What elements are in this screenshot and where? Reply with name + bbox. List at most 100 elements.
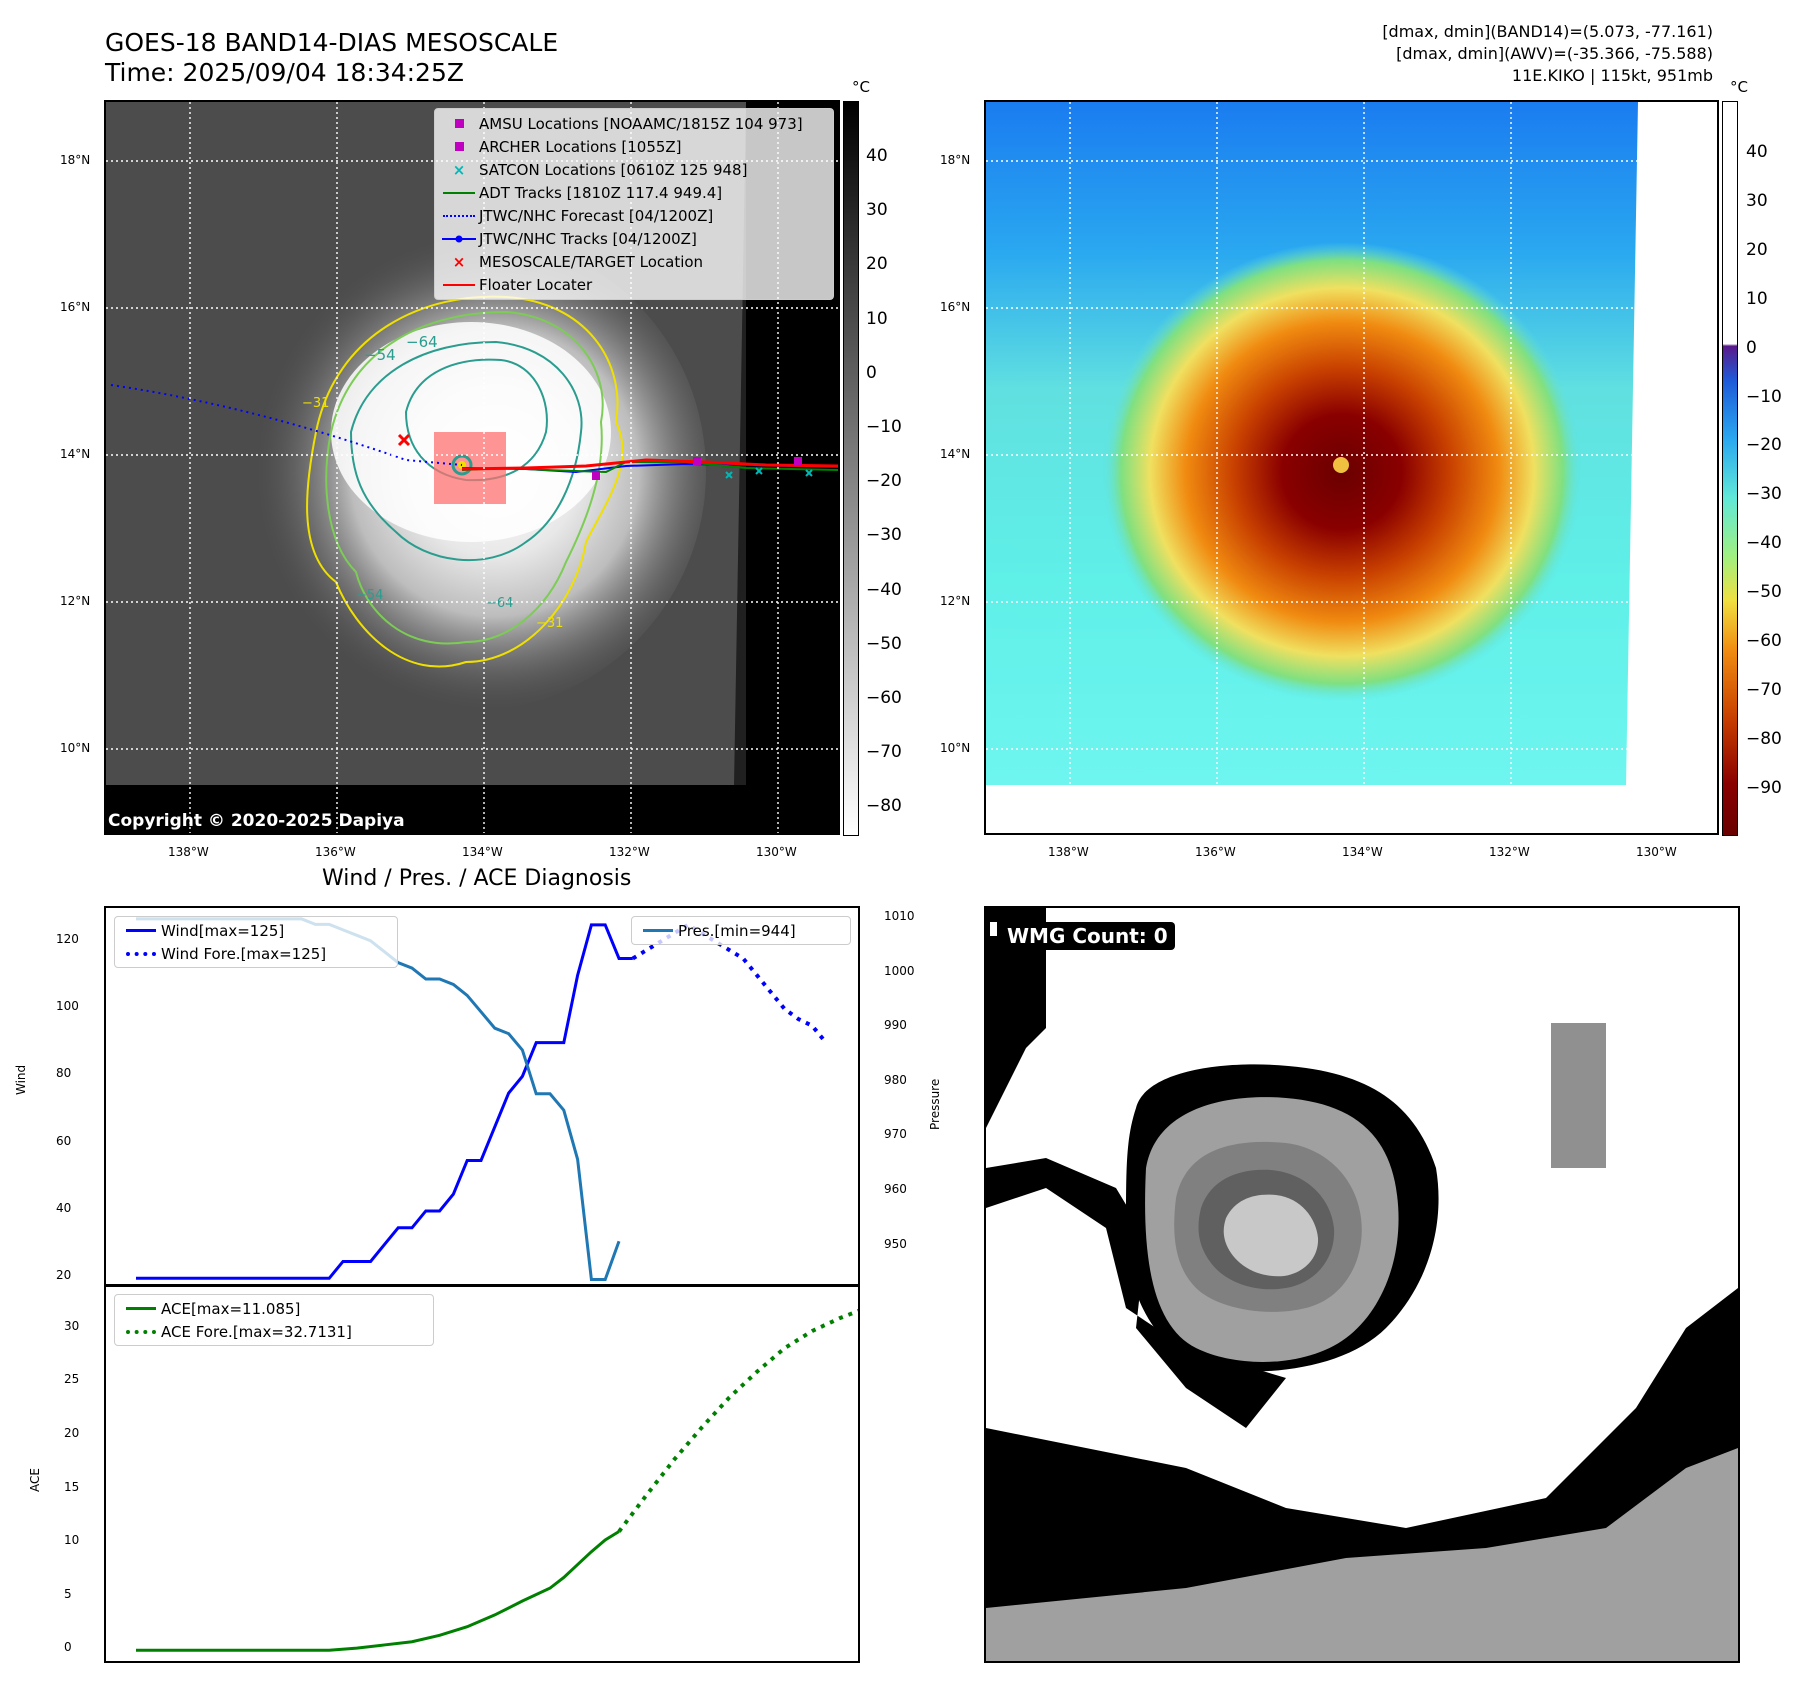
forecast-track [110, 384, 463, 466]
wind-axis-label: Wind [14, 1064, 28, 1095]
ir-colorbar-tick: 10 [866, 308, 888, 329]
dmax-awv: [dmax, dmin](AWV)=(-35.366, -75.588) [1396, 44, 1713, 63]
awv-lon-tick: 136°W [1195, 845, 1236, 859]
awv-colorbar-tick: −50 [1746, 582, 1782, 603]
legend-tracks: JTWC/NHC Tracks [04/1200Z] [479, 229, 697, 248]
awv-lon-tick: 138°W [1048, 845, 1089, 859]
awv-colorbar-tick: 40 [1746, 142, 1768, 162]
awv-lat-tick: 14°N [940, 447, 971, 461]
ir-lat-tick: 16°N [60, 300, 91, 314]
legend-target: MESOSCALE/TARGET Location [479, 252, 704, 271]
awv-colorbar-unit: °C [1730, 78, 1748, 96]
awv-colorbar-tick: 30 [1746, 190, 1768, 211]
legend-amsu: AMSU Locations [NOAAMC/1815Z 104 973] [479, 114, 803, 133]
awv-map-canvas [986, 102, 1717, 833]
ir-lon-tick: 136°W [315, 845, 356, 859]
ir-colorbar-tick: 40 [866, 146, 888, 166]
awv-lat-tick: 10°N [940, 741, 971, 755]
ace-legend: ACE[max=11.085] ACE Fore.[max=32.7131] [114, 1294, 434, 1346]
awv-map-panel [984, 100, 1719, 835]
legend-ace-fore: ACE Fore.[max=32.7131] [161, 1322, 352, 1341]
ace-axis-tick: 10 [64, 1533, 80, 1548]
ir-legend: AMSU Locations [NOAAMC/1815Z 104 973] AR… [434, 108, 834, 300]
ir-lon-tick: 138°W [168, 845, 209, 859]
ir-lon-tick: 130°W [756, 845, 797, 859]
awv-lon-tick: 134°W [1342, 845, 1383, 859]
ir-colorbar-tick: −40 [866, 579, 902, 600]
pressure-axis-tick: 1010 [884, 908, 915, 923]
contour-label: −64 [486, 596, 513, 611]
ir-colorbar-tick: 20 [866, 254, 888, 275]
awv-colorbar-tick: −90 [1746, 777, 1782, 798]
ir-lat-tick: 14°N [60, 447, 91, 461]
ir-colorbar-tick: 30 [866, 200, 888, 221]
ir-map-panel: −54 −64 −31 −31 −54 −64 Copyright © 2020… [104, 100, 840, 835]
awv-colorbar-tick: −80 [1746, 728, 1782, 749]
ir-lat-tick: 10°N [60, 741, 91, 755]
awv-gridlines [986, 102, 1717, 833]
copyright-text: Copyright © 2020-2025 Dapiya [108, 811, 405, 831]
contour-label: −64 [406, 333, 438, 351]
ir-colorbar-tick: −30 [866, 525, 902, 546]
ace-axis-tick: 20 [64, 1426, 80, 1440]
ir-colorbar-tick: −20 [866, 471, 902, 492]
ir-colorbar-tick: −60 [866, 688, 902, 708]
dmax-band14: [dmax, dmin](BAND14)=(5.073, -77.161) [1382, 22, 1713, 41]
awv-colorbar-tick: −60 [1746, 631, 1782, 651]
awv-colorbar-tick: −30 [1746, 484, 1782, 505]
ir-lat-tick: 12°N [60, 594, 91, 608]
legend-ace: ACE[max=11.085] [161, 1299, 301, 1318]
awv-colorbar-tick: 10 [1746, 288, 1768, 309]
pressure-axis-tick: 950 [884, 1236, 907, 1251]
contour-label: −54 [356, 588, 383, 603]
contour-label: −31 [536, 616, 563, 631]
pressure-axis-tick: 1000 [884, 963, 915, 978]
main-title: GOES-18 BAND14-DIAS MESOSCALE [105, 28, 559, 57]
awv-lon-tick: 132°W [1489, 845, 1530, 859]
wind-axis-tick: 20 [56, 1268, 72, 1283]
ir-lon-tick: 132°W [609, 845, 650, 859]
pressure-axis-label: Pressure [928, 1078, 942, 1130]
series-line-ACE[max=11.085] [136, 1530, 620, 1652]
awv-lat-tick: 16°N [940, 300, 971, 314]
ace-axis-tick: 30 [64, 1318, 80, 1333]
awv-lat-tick: 12°N [940, 594, 971, 608]
ace-plot [136, 1308, 858, 1652]
floater-track [461, 458, 838, 471]
pressure-legend: Pres.[min=944] [631, 916, 851, 945]
legend-forecast: JTWC/NHC Forecast [04/1200Z] [479, 206, 714, 225]
timestamp: Time: 2025/09/04 18:34:25Z [105, 58, 464, 87]
contour-label: −54 [364, 346, 396, 364]
awv-colorbar-tick: −20 [1746, 435, 1782, 456]
wind-axis-tick: 100 [56, 998, 79, 1013]
legend-satcon: SATCON Locations [0610Z 125 948] [479, 160, 748, 179]
ir-lat-tick: 18°N [60, 153, 91, 167]
series-line-Pres.[min=944] [136, 917, 621, 1282]
ace-axis-tick: 0 [64, 1640, 72, 1655]
ir-colorbar-unit: °C [852, 78, 870, 96]
awv-lon-tick: 130°W [1636, 845, 1677, 859]
pressure-axis-tick: 960 [884, 1182, 907, 1197]
target-marker [397, 433, 411, 447]
ir-lon-tick: 134°W [462, 845, 503, 859]
awv-colorbar-tick: 20 [1746, 239, 1768, 260]
ace-axis-label: ACE [28, 1468, 42, 1492]
diagnosis-title: Wind / Pres. / ACE Diagnosis [322, 866, 632, 891]
wind-axis-tick: 120 [56, 931, 79, 946]
series-line-Wind[max=125] [136, 923, 633, 1280]
awv-colorbar [1722, 101, 1738, 836]
pressure-axis-tick: 980 [884, 1072, 907, 1087]
pressure-axis-tick: 990 [884, 1018, 907, 1033]
wind-pressure-chart: Wind[max=125] Wind Fore.[max=125] Pres.[… [104, 906, 860, 1287]
awv-lat-tick: 18°N [940, 153, 971, 167]
awv-colorbar-tick: −10 [1746, 386, 1782, 407]
wind-legend: Wind[max=125] Wind Fore.[max=125] [114, 916, 398, 968]
storm-info: 11E.KIKO | 115kt, 951mb [1511, 66, 1713, 85]
legend-pres: Pres.[min=944] [678, 921, 796, 940]
legend-wind: Wind[max=125] [161, 921, 285, 940]
ace-axis-tick: 5 [64, 1586, 72, 1601]
wmg-panel: WMG Count: 0 [984, 906, 1740, 1663]
pressure-axis-tick: 970 [884, 1127, 907, 1142]
ir-colorbar [843, 101, 859, 836]
awv-colorbar-tick: −40 [1746, 533, 1782, 554]
